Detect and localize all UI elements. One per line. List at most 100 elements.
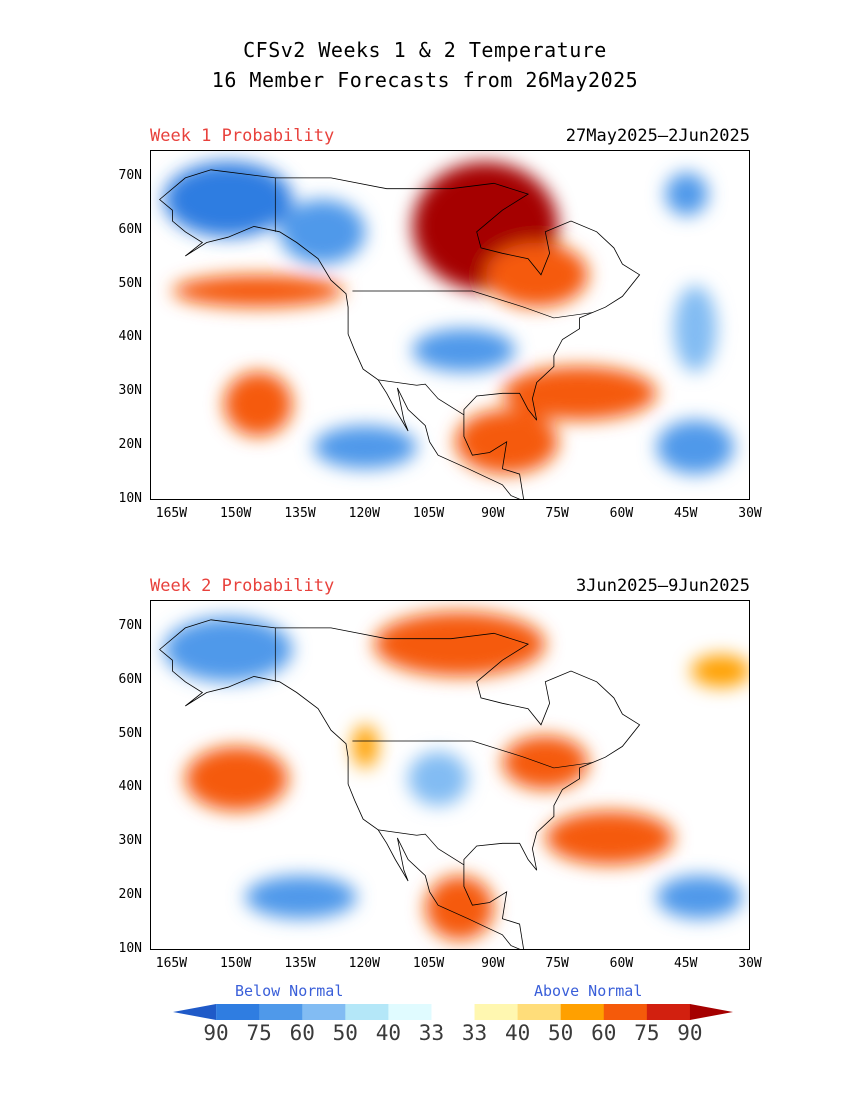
legend-value-1: 75 [246, 1021, 272, 1045]
panel1-map-svg [151, 151, 749, 499]
panel1-lat-tick: 10N [118, 491, 142, 506]
legend-swatch-11 [646, 1004, 691, 1020]
probability-region-4 [172, 274, 344, 308]
legend-value-3: 50 [332, 1021, 358, 1045]
panel1-lon-tick: 135W [284, 506, 316, 521]
probability-shading [163, 611, 749, 941]
legend-swatch-5 [388, 1004, 432, 1020]
panel2-lon-tick: 90W [481, 956, 505, 971]
probability-region-10 [352, 724, 379, 768]
panel2-lon-tick: 75W [545, 956, 569, 971]
panel1-lon-tick: 120W [348, 506, 380, 521]
panel1-lat-tick: 70N [118, 167, 142, 183]
panel1-lon-tick: 45W [673, 506, 698, 521]
border-us-mexico [378, 829, 465, 866]
legend-swatch-0 [173, 1004, 217, 1020]
coastline [158, 619, 641, 949]
legend-swatch-3 [302, 1004, 346, 1020]
panel1-lon-tick: 60W [609, 506, 634, 521]
panel2-lon-tick: 165W [155, 956, 188, 971]
coastline [158, 169, 641, 499]
border-us-canada [352, 740, 593, 769]
panel1-lon-tick: 165W [155, 506, 188, 521]
panel2-lon-tick: 120W [348, 956, 380, 971]
panel1-lon-tick: 150W [220, 506, 252, 521]
border-us-canada [352, 290, 593, 319]
panel2-lon-tick: 30W [738, 956, 762, 971]
probability-region-1 [485, 242, 589, 308]
panel2-lat-tick: 20N [118, 887, 142, 903]
legend-value-8: 50 [548, 1021, 574, 1045]
probability-region-4 [185, 746, 289, 811]
probability-region-10 [656, 420, 734, 475]
legend-swatch-1 [216, 1004, 260, 1020]
legend-swatch-4 [345, 1004, 389, 1020]
border-us-mexico [378, 379, 465, 416]
legend-swatch-6 [431, 1004, 476, 1020]
probability-region-5 [412, 328, 516, 372]
legend-value-5: 33 [418, 1021, 445, 1045]
panel2-lon-tick: 60W [609, 956, 634, 971]
panel1-lon-tick: 30W [738, 506, 762, 521]
panel2-lon-tick: 105W [412, 956, 445, 971]
probability-region-1 [502, 735, 589, 790]
probability-shading [163, 161, 734, 475]
legend-swatch-2 [259, 1004, 303, 1020]
panel1-lat-tick: 30N [118, 383, 142, 399]
panel1-dates: 27May2025—2Jun2025 [565, 126, 750, 146]
probability-region-5 [545, 811, 674, 865]
legend-value-11: 90 [677, 1021, 703, 1045]
legend-swatch-10 [603, 1004, 648, 1020]
panel1-map [150, 150, 750, 500]
legend-value-0: 90 [203, 1021, 229, 1045]
probability-region-8 [656, 875, 743, 919]
panel2-label: Week 2 Probability [150, 576, 335, 596]
panel2-lon-tick: 135W [284, 956, 316, 971]
probability-region-0 [373, 611, 546, 677]
probability-region-3 [408, 751, 469, 806]
probability-region-6 [425, 875, 494, 941]
panel2-lat-tick: 30N [118, 833, 142, 849]
probability-region-9 [313, 425, 417, 469]
legend-swatch-7 [474, 1004, 519, 1020]
legend-value-4: 40 [375, 1021, 402, 1045]
panel2-lat-tick: 50N [118, 725, 142, 741]
panel2-lat-tick: 70N [118, 617, 142, 633]
probability-region-7 [245, 875, 357, 919]
panel2-lat-tick: 40N [118, 779, 142, 795]
panel1-lon-tick: 105W [412, 506, 445, 521]
panel2-map-svg [151, 601, 749, 949]
panel1-label: Week 1 Probability [150, 126, 335, 146]
panel1-lat-tick: 60N [118, 221, 142, 237]
legend-value-6: 33 [461, 1021, 488, 1045]
title-line-2: 16 Member Forecasts from 26May2025 [211, 68, 639, 92]
probability-region-9 [691, 654, 749, 688]
panel1-lat-tick: 40N [118, 329, 142, 345]
probability-region-12 [673, 285, 717, 372]
probability-region-7 [502, 366, 657, 421]
probability-region-2 [163, 617, 293, 682]
legend-colorbar [173, 1004, 733, 1020]
legend-swatch-8 [517, 1004, 562, 1020]
legend-value-10: 75 [634, 1021, 660, 1045]
legend-below-label: Below Normal [235, 982, 344, 1000]
legend-swatch-12 [689, 1004, 733, 1020]
legend-value-7: 40 [504, 1021, 531, 1045]
panel2-lat-tick: 60N [118, 671, 142, 687]
probability-region-3 [279, 199, 366, 265]
probability-region-2 [163, 161, 293, 238]
panel2-dates: 3Jun2025—9Jun2025 [576, 576, 750, 596]
panel2-lat-tick: 10N [118, 941, 142, 956]
panel2-map [150, 600, 750, 950]
legend-above-label: Above Normal [534, 982, 643, 1000]
panel1-lat-tick: 20N [118, 437, 142, 453]
legend-value-2: 60 [289, 1021, 315, 1045]
panel1-lat-tick: 50N [118, 275, 142, 291]
panel2-lon-tick: 45W [673, 956, 698, 971]
probability-region-11 [665, 172, 709, 216]
legend-value-9: 60 [591, 1021, 617, 1045]
panel1-lon-tick: 90W [481, 506, 505, 521]
panel2-lon-tick: 150W [220, 956, 252, 971]
panel1-lon-tick: 75W [545, 506, 569, 521]
probability-region-6 [223, 371, 293, 437]
